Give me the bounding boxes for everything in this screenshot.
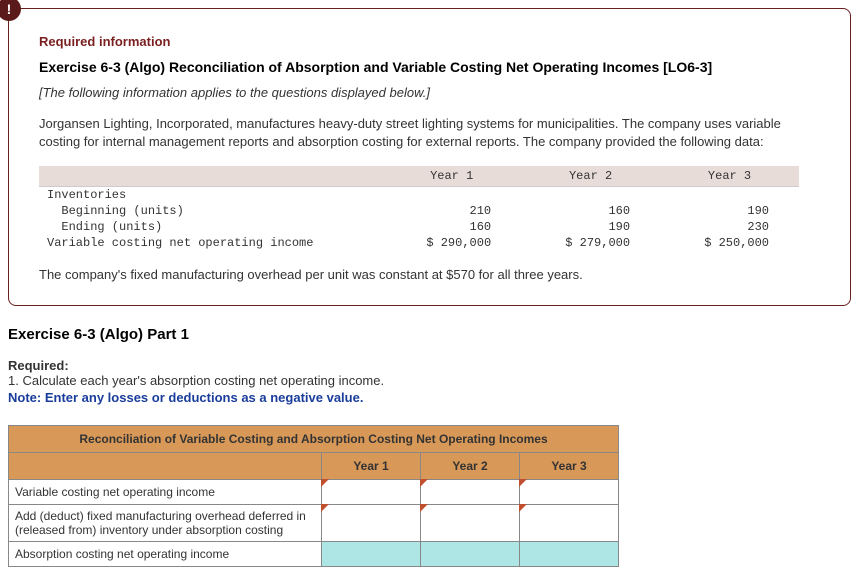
data-cell: 230 — [660, 219, 799, 235]
recon-title: Reconciliation of Variable Costing and A… — [9, 425, 619, 452]
data-table-header-y2: Year 2 — [521, 166, 660, 187]
body-paragraph-1: Jorgansen Lighting, Incorporated, manufa… — [39, 115, 820, 151]
recon-input-cell[interactable] — [322, 541, 421, 566]
required-label: Required information — [39, 34, 820, 49]
data-cell — [382, 187, 521, 204]
data-cell: $ 290,000 — [382, 235, 521, 251]
data-row-label: Variable costing net operating income — [39, 235, 382, 251]
data-table: Year 1 Year 2 Year 3 Inventories Beginni… — [39, 166, 799, 251]
cell-marker-icon — [519, 479, 527, 487]
recon-input-cell[interactable] — [421, 541, 520, 566]
recon-input-cell[interactable] — [520, 504, 619, 541]
recon-input-cell[interactable] — [322, 504, 421, 541]
recon-input-cell[interactable] — [421, 504, 520, 541]
cell-marker-icon — [420, 504, 428, 512]
cell-marker-icon — [321, 504, 329, 512]
data-cell: 190 — [521, 219, 660, 235]
cell-marker-icon — [420, 479, 428, 487]
data-cell: 210 — [382, 203, 521, 219]
intro-note: [The following information applies to th… — [39, 85, 820, 100]
note-text: Note: Enter any losses or deductions as … — [8, 390, 859, 405]
body-paragraph-2: The company's fixed manufacturing overhe… — [39, 266, 820, 284]
alert-badge-icon: ! — [0, 0, 21, 21]
recon-header-y2: Year 2 — [421, 452, 520, 479]
exercise-title: Exercise 6-3 (Algo) Reconciliation of Ab… — [39, 59, 820, 75]
required-heading: Required: — [8, 358, 859, 373]
recon-row-label: Add (deduct) fixed manufacturing overhea… — [9, 504, 322, 541]
data-cell: $ 250,000 — [660, 235, 799, 251]
cell-marker-icon — [321, 479, 329, 487]
data-cell: 190 — [660, 203, 799, 219]
recon-input-cell[interactable] — [520, 541, 619, 566]
recon-input-cell[interactable] — [520, 479, 619, 504]
data-row-label: Inventories — [39, 187, 382, 204]
recon-blank-header — [9, 452, 322, 479]
part-title: Exercise 6-3 (Algo) Part 1 — [8, 326, 859, 343]
recon-row-label: Absorption costing net operating income — [9, 541, 322, 566]
cell-marker-icon — [519, 504, 527, 512]
data-cell: 160 — [521, 203, 660, 219]
data-row-label: Beginning (units) — [39, 203, 382, 219]
recon-header-y1: Year 1 — [322, 452, 421, 479]
recon-row-label: Variable costing net operating income — [9, 479, 322, 504]
recon-input-cell[interactable] — [322, 479, 421, 504]
recon-header-y3: Year 3 — [520, 452, 619, 479]
data-cell: $ 279,000 — [521, 235, 660, 251]
data-table-header-y1: Year 1 — [382, 166, 521, 187]
recon-input-cell[interactable] — [421, 479, 520, 504]
required-info-box: ! Required information Exercise 6-3 (Alg… — [8, 8, 851, 306]
data-table-header-blank — [39, 166, 382, 187]
data-cell: 160 — [382, 219, 521, 235]
data-row-label: Ending (units) — [39, 219, 382, 235]
data-cell — [660, 187, 799, 204]
instruction-text: 1. Calculate each year's absorption cost… — [8, 373, 859, 388]
data-cell — [521, 187, 660, 204]
data-table-header-y3: Year 3 — [660, 166, 799, 187]
reconciliation-table: Reconciliation of Variable Costing and A… — [8, 425, 619, 567]
